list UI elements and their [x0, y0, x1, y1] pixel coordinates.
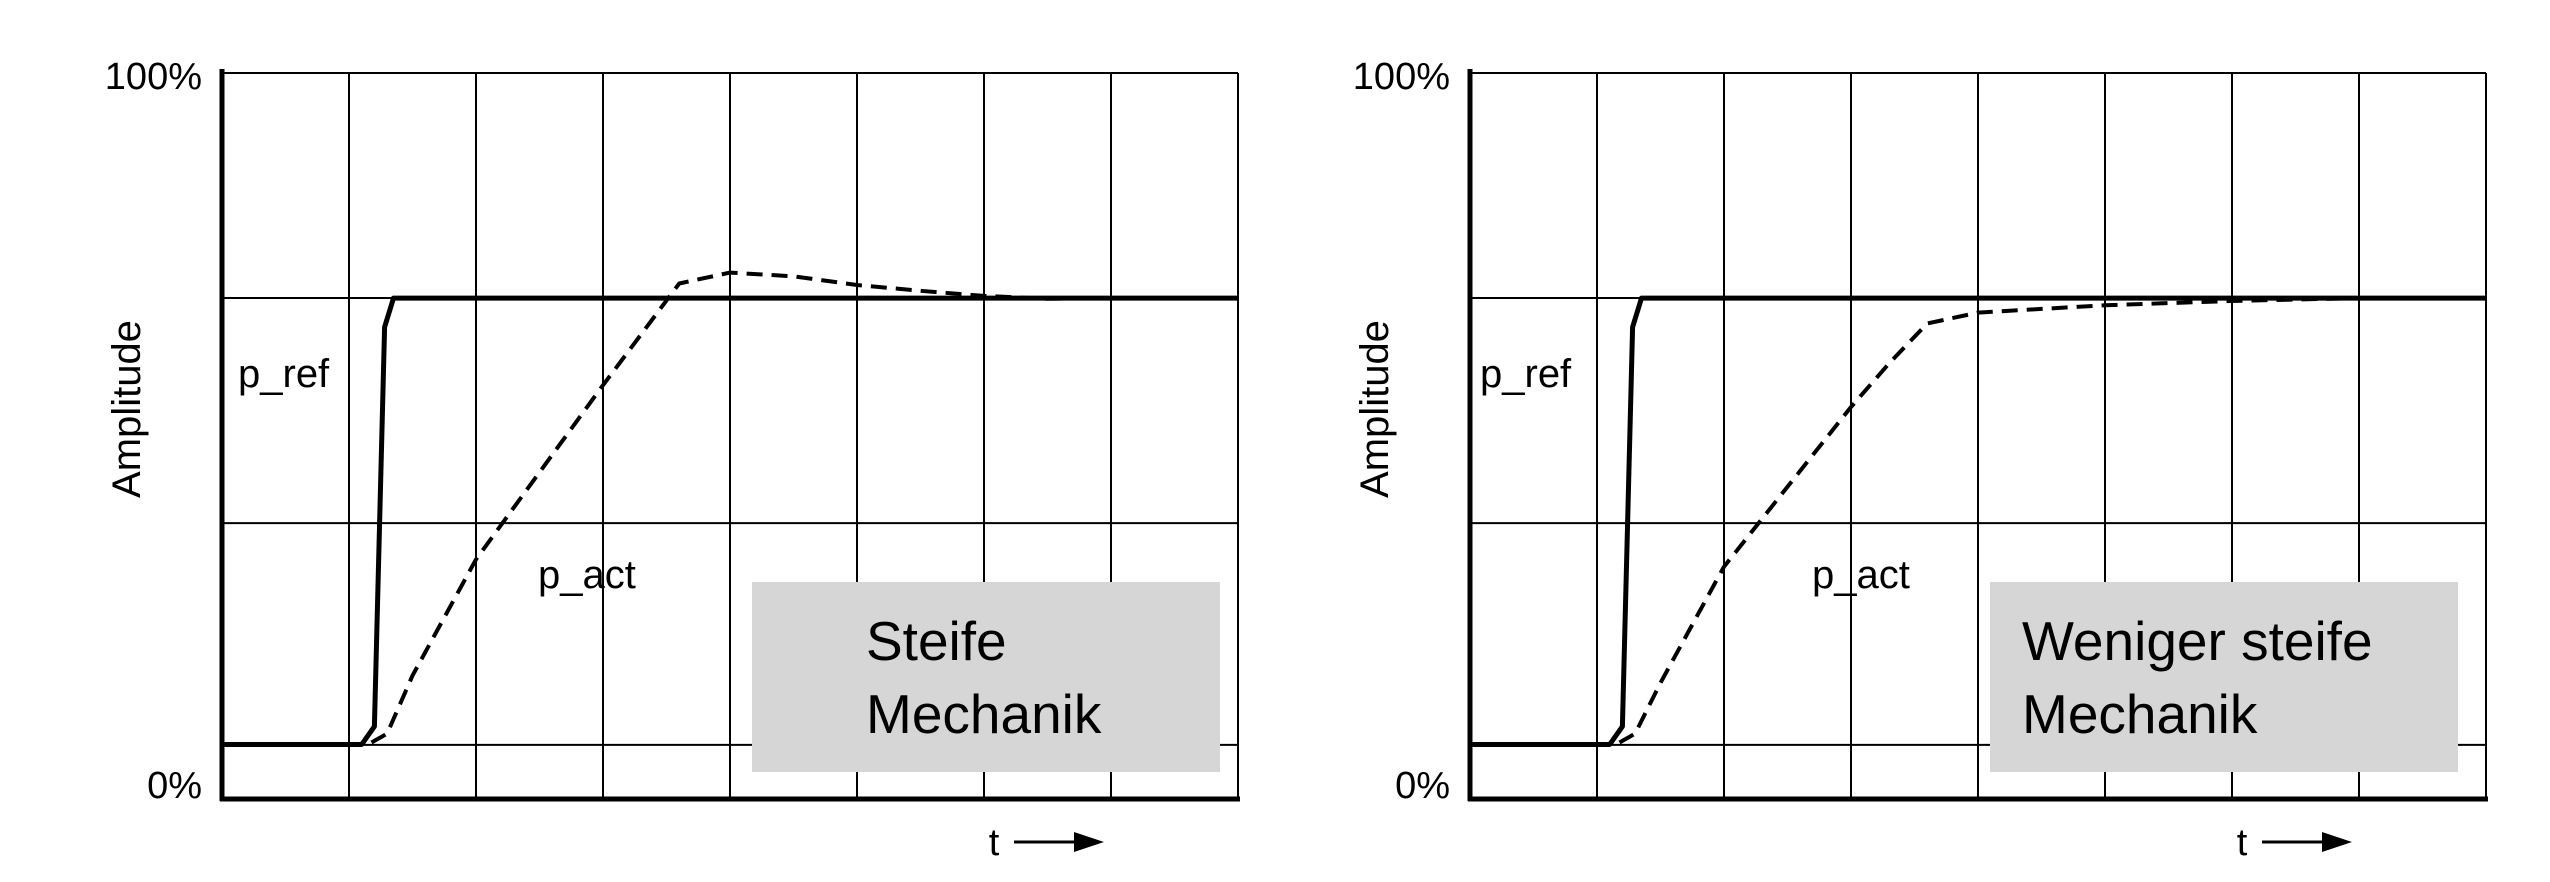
x-axis-label: t: [989, 822, 1000, 864]
annotation-box: [1990, 582, 2458, 772]
y-tick-label: 100%: [105, 56, 202, 98]
y-axis-label: Amplitude: [1353, 320, 1397, 498]
chart-panel-1: 100% 0% Amplitude t p_ref p_act Steife Mechanik: [105, 56, 1240, 864]
series-line-p-act: [1470, 296, 2486, 747]
series-label: p_ref: [1480, 352, 1572, 396]
x-axis-arrowhead: [2322, 832, 2352, 852]
series-line-p-act: [222, 270, 1112, 747]
annotation-text: Weniger steife: [2022, 610, 2373, 672]
series-label: p_act: [538, 553, 636, 597]
series-line-p-ref: [1470, 295, 2486, 747]
annotation-text: Mechanik: [866, 683, 1102, 745]
annotation-box: [752, 582, 1220, 772]
y-tick-label: 0%: [147, 765, 202, 807]
y-tick-label: 0%: [1395, 765, 1450, 807]
x-axis-arrowhead: [1074, 832, 1104, 852]
series-label: p_act: [1812, 553, 1910, 597]
series-line-p-ref: [222, 295, 1238, 747]
y-tick-label: 100%: [1353, 56, 1450, 98]
annotation-text: Steife: [866, 610, 1007, 672]
series-label: p_ref: [238, 352, 330, 396]
annotation-text: Mechanik: [2022, 683, 2258, 745]
chart-panel-2: 100% 0% Amplitude t p_ref p_act Weniger steife…: [1353, 56, 2488, 864]
y-axis-label: Amplitude: [105, 320, 149, 498]
x-axis-label: t: [2237, 822, 2248, 864]
